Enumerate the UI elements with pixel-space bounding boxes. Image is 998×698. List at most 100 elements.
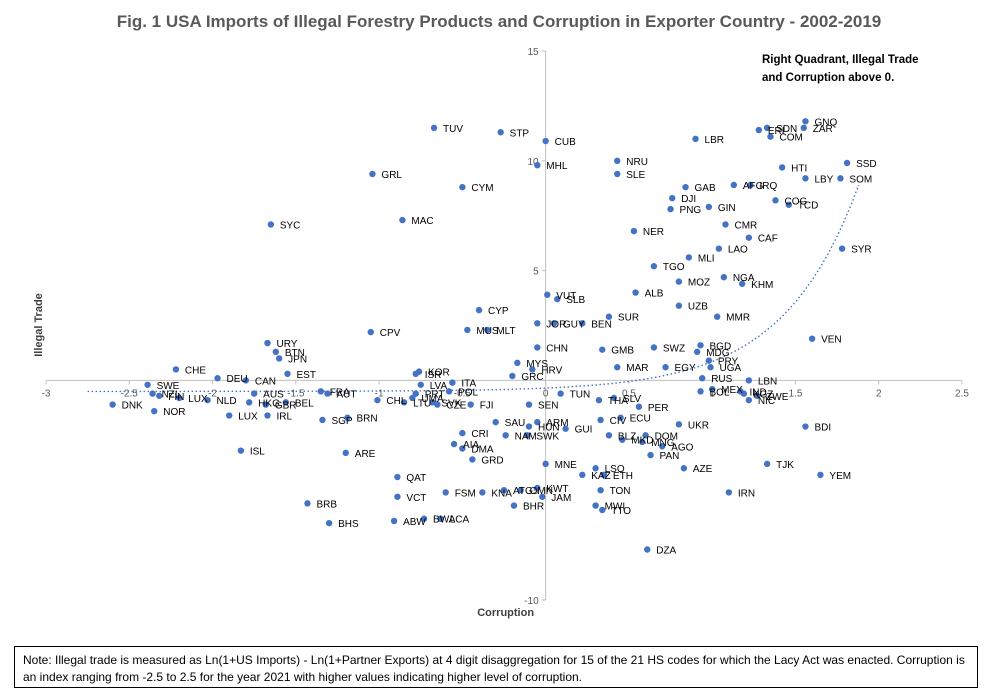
data-point-moz: [675, 278, 683, 285]
y-tick-label: -10: [524, 596, 539, 607]
x-tick-label: -1: [375, 388, 384, 399]
data-label-svk: SVK: [441, 398, 461, 409]
data-label-che: CHE: [185, 365, 206, 376]
data-label-mex: MEX: [721, 385, 743, 396]
data-point-sgp: [319, 416, 326, 424]
data-point-ita: [449, 379, 456, 386]
data-label-nic: NIC: [758, 396, 775, 407]
data-point-cpv: [367, 328, 374, 336]
data-label-uma: UMA: [421, 394, 444, 405]
data-label-mhl: MHL: [546, 161, 568, 172]
data-point-uma: [409, 394, 416, 402]
data-point-cri: [459, 429, 466, 437]
x-tick-label: -0.5: [454, 388, 472, 399]
data-label-lca: LCA: [450, 515, 470, 526]
data-point-egy: [662, 364, 669, 371]
data-label-cog: COG: [784, 196, 807, 207]
data-label-cym: CYM: [471, 183, 493, 194]
data-label-syr: SYR: [851, 245, 872, 256]
data-point-png: [667, 205, 674, 213]
data-label-cyp: CYP: [488, 306, 509, 317]
data-label-kor: KOR: [428, 368, 450, 379]
data-point-atg: [500, 487, 508, 494]
data-point-mhl: [534, 161, 541, 169]
data-label-tto: TTO: [611, 506, 631, 517]
data-label-btn: BTN: [285, 348, 305, 359]
data-label-est: EST: [296, 370, 315, 381]
data-point-jpn: [275, 355, 283, 362]
data-point-deu: [214, 375, 221, 382]
data-label-cub: CUB: [555, 137, 576, 148]
x-tick-label: 2.5: [955, 388, 969, 399]
data-label-brn: BRN: [356, 414, 377, 425]
data-point-kna: [479, 489, 486, 496]
data-point-guy: [550, 320, 558, 327]
data-point-ven: [808, 335, 816, 342]
data-point-hrv: [529, 366, 536, 373]
data-label-uzb: UZB: [688, 302, 708, 313]
data-point-sdn: [763, 124, 771, 132]
data-label-dji: DJI: [681, 194, 696, 205]
data-label-per: PER: [648, 403, 669, 414]
x-tick-label: 2: [876, 388, 882, 399]
data-point-mng: [639, 438, 646, 446]
data-point-tto: [599, 506, 606, 514]
data-label-grc: GRC: [521, 372, 543, 383]
data-point-nor: [151, 407, 158, 415]
data-label-mwi: MWI: [605, 502, 626, 513]
data-label-ltu: LTU: [413, 398, 431, 409]
data-label-grd: GRD: [481, 455, 503, 466]
data-label-fsm: FSM: [455, 488, 476, 499]
data-point-som: [837, 175, 844, 182]
data-label-afg: AFG: [743, 181, 764, 192]
data-label-hkg: HKG: [258, 398, 280, 409]
data-point-lca: [437, 515, 444, 522]
data-point-hkg: [245, 399, 253, 406]
data-label-tcd: TCD: [798, 201, 819, 212]
data-label-ner: NER: [643, 227, 664, 238]
data-label-sur: SUR: [618, 313, 639, 324]
data-label-som: SOM: [849, 174, 872, 185]
data-point-brb: [304, 500, 311, 507]
data-point-fsm: [442, 489, 449, 496]
data-label-sle: SLE: [626, 170, 645, 181]
data-point-syc: [267, 221, 275, 228]
data-label-fji: FJI: [480, 401, 494, 412]
data-point-cmr: [722, 221, 729, 228]
data-label-zar: ZAR: [813, 124, 833, 135]
axes: -3 -2.5 -2 -1.5 -1 -0.5 0 0.5 1 1.5 2 2.5 -10 -5 5 10 15: [42, 47, 970, 607]
data-point-sau: [492, 418, 499, 426]
data-label-pan: PAN: [660, 451, 680, 462]
data-point-mys: [514, 359, 521, 367]
data-label-dnk: DNK: [122, 401, 143, 412]
data-point-pol: [445, 388, 453, 395]
y-tick-label: 5: [533, 267, 539, 278]
data-label-fra: FRA: [330, 387, 350, 398]
data-label-can: CAN: [255, 376, 276, 387]
data-label-dom: DOM: [655, 431, 678, 442]
data-label-tuv: TUV: [443, 124, 463, 135]
data-point-est: [284, 370, 291, 378]
data-label-gin: GIN: [718, 203, 736, 214]
data-label-mac: MAC: [411, 216, 433, 227]
data-label-mus: MUS: [476, 326, 499, 337]
data-label-hti: HTI: [791, 163, 807, 174]
data-label-lby: LBY: [814, 174, 833, 185]
data-label-prt: PRT: [425, 390, 445, 401]
data-point-dma: [459, 445, 466, 452]
data-label-sgp: SGP: [331, 416, 352, 427]
data-point-gui: [562, 425, 569, 432]
data-point-per: [635, 403, 643, 410]
data-label-rus: RUS: [711, 374, 732, 385]
data-label-swk: SWK: [536, 431, 559, 442]
data-label-fin: FIN: [168, 392, 184, 403]
data-point-slb: [554, 295, 561, 303]
data-label-aze: AZE: [693, 464, 713, 475]
data-point-chn: [534, 344, 541, 351]
data-point-are: [342, 449, 349, 457]
data-point-prt: [412, 390, 419, 397]
data-label-stp: STP: [510, 128, 530, 139]
y-tick-label: 10: [528, 157, 540, 168]
data-label-ind: IND: [749, 387, 766, 398]
data-point-aia: [450, 440, 458, 448]
